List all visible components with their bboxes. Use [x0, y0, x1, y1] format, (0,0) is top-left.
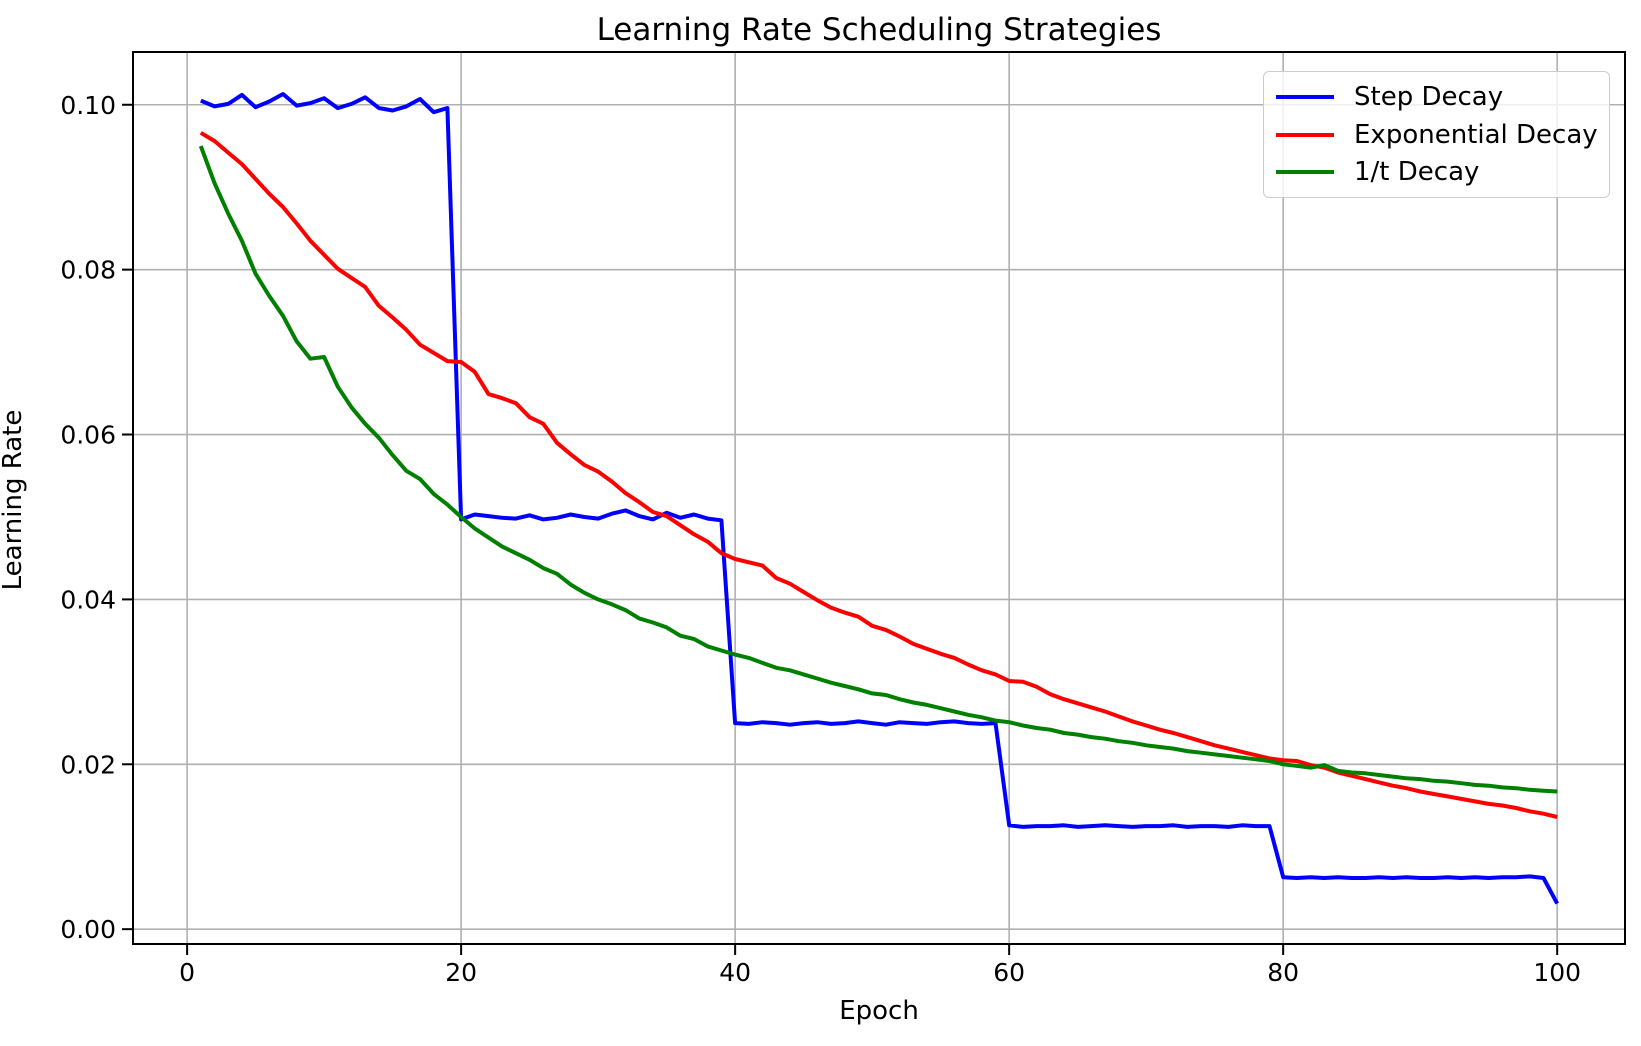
x-tick-label-60: 60 [993, 958, 1025, 987]
y-tick-label-0.10: 0.10 [60, 91, 116, 120]
legend-line-exponential-decay [1276, 132, 1334, 137]
legend-item-exponential-decay: Exponential Decay [1276, 116, 1598, 154]
legend-line-1t-decay [1276, 170, 1334, 175]
legend-item-step-decay: Step Decay [1276, 78, 1597, 116]
x-axis-label: Epoch [839, 996, 919, 1026]
series-line-exponential-decay [199, 131, 1558, 819]
legend-item-1t-decay: 1/t Decay [1276, 153, 1597, 191]
x-tick-label-80: 80 [1267, 958, 1299, 987]
y-tick-label-0.00: 0.00 [60, 915, 116, 944]
legend-line-step-decay [1276, 94, 1334, 99]
series-line-step-decay [200, 92, 1559, 905]
series-line-1-t-decay [198, 145, 1558, 794]
axes-frame [132, 51, 1626, 945]
y-tick-label-0.02: 0.02 [60, 750, 116, 779]
y-axis-label: Learning Rate [0, 409, 28, 591]
legend-label-1t-decay: 1/t Decay [1354, 157, 1480, 188]
legend-label-step-decay: Step Decay [1354, 81, 1504, 112]
x-tick-label-40: 40 [719, 958, 751, 987]
chart-title: Learning Rate Scheduling Strategies [596, 12, 1162, 48]
legend-label-exponential-decay: Exponential Decay [1354, 119, 1598, 150]
x-tick-label-20: 20 [445, 958, 477, 987]
y-tick-label-0.06: 0.06 [60, 421, 116, 450]
legend: Step Decay Exponential Decay 1/t Decay [1263, 71, 1610, 198]
y-tick-label-0.04: 0.04 [60, 585, 116, 614]
x-tick-label-0: 0 [179, 958, 195, 987]
x-tick-label-100: 100 [1533, 958, 1581, 987]
y-tick-label-0.08: 0.08 [60, 256, 116, 285]
